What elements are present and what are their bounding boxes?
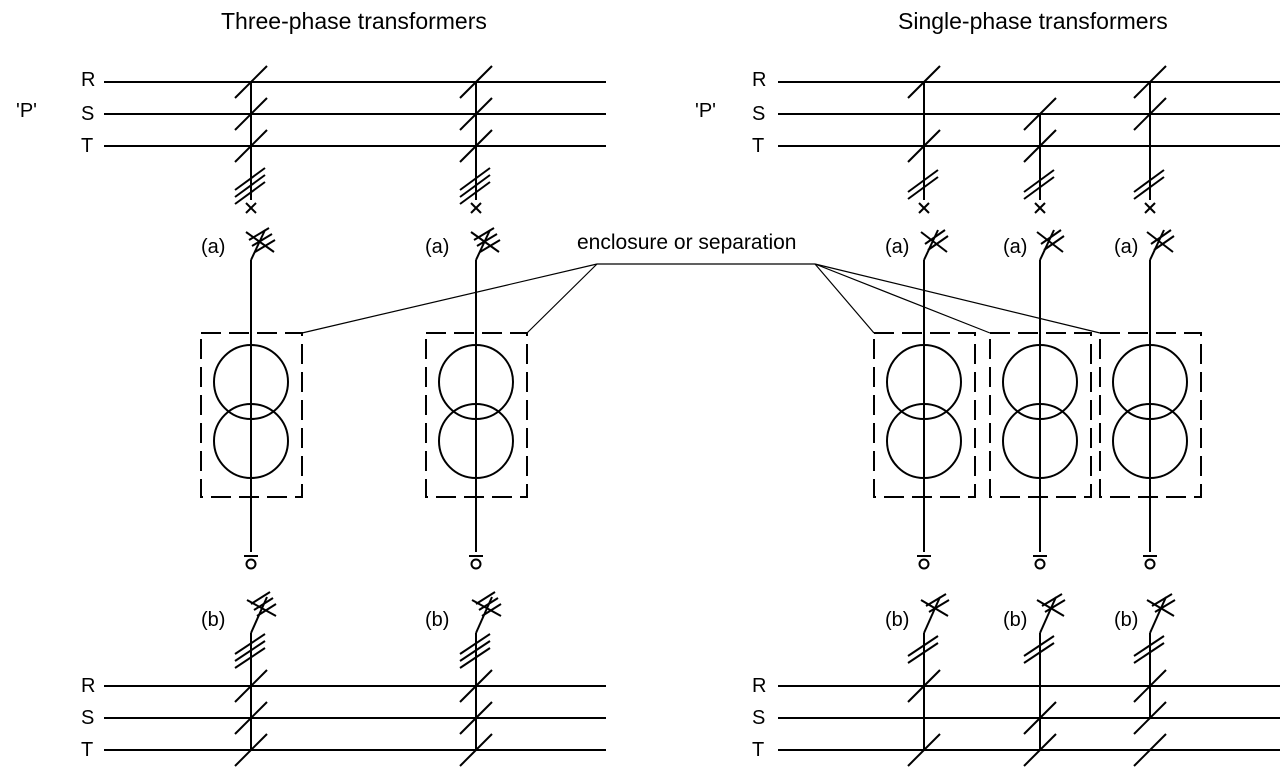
switch-b-label-1: (b) <box>201 609 226 631</box>
switch-a-label-1: (a) <box>201 236 226 258</box>
title-single-phase: Single-phase transformers <box>898 8 1168 34</box>
annotation-leaders <box>301 263 1101 334</box>
bus-bars-top-right <box>778 81 1280 147</box>
title-three-phase: Three-phase transformers <box>221 8 487 34</box>
feeder-single-phase-3 <box>1112 65 1188 767</box>
bus-bars-bottom-left <box>104 685 606 751</box>
switch-a-label-2: (a) <box>425 236 450 258</box>
bus-label-s-top-right: S <box>752 103 766 125</box>
enclosure-single-phase-3 <box>1099 332 1202 498</box>
switch-a-label-4: (a) <box>1003 236 1028 258</box>
enclosure-three-phase-1 <box>200 332 303 498</box>
bus-label-t-top-right: T <box>752 135 765 157</box>
enclosure-annotation: enclosure or separation <box>577 231 797 254</box>
switch-a-label-3: (a) <box>885 236 910 258</box>
switch-a-label-5: (a) <box>1114 236 1139 258</box>
feeder-three-phase-1 <box>213 65 289 767</box>
switch-b-label-3: (b) <box>885 609 910 631</box>
bus-label-s-bottom-right: S <box>752 707 766 729</box>
bus-label-r-top-right: R <box>752 69 767 91</box>
bus-label-s-bottom-left: S <box>81 707 95 729</box>
enclosures <box>200 332 1202 498</box>
bus-label-t-bottom-right: T <box>752 739 765 761</box>
switch-b-label-5: (b) <box>1114 609 1139 631</box>
enclosure-three-phase-2 <box>425 332 528 498</box>
bus-label-s-top-left: S <box>81 103 95 125</box>
feeder-single-phase-2 <box>1002 97 1078 767</box>
bus-label-r-bottom-right: R <box>752 675 767 697</box>
bus-label-t-bottom-left: T <box>81 739 94 761</box>
switch-b-label-2: (b) <box>425 609 450 631</box>
bus-bars-bottom-right <box>778 685 1280 751</box>
bus-label-r-bottom-left: R <box>81 675 96 697</box>
switch-b-label-4: (b) <box>1003 609 1028 631</box>
feeder-single-phase-1 <box>886 65 962 767</box>
bus-label-t-top-left: T <box>81 135 94 157</box>
feeder-three-phase-2 <box>438 65 514 767</box>
bus-label-p-right: 'P' <box>695 100 716 122</box>
bus-label-p-left: 'P' <box>16 100 37 122</box>
bus-label-r-top-left: R <box>81 69 96 91</box>
enclosure-single-phase-2 <box>989 332 1092 498</box>
bus-bars-top-left <box>104 81 606 147</box>
enclosure-single-phase-1 <box>873 332 976 498</box>
